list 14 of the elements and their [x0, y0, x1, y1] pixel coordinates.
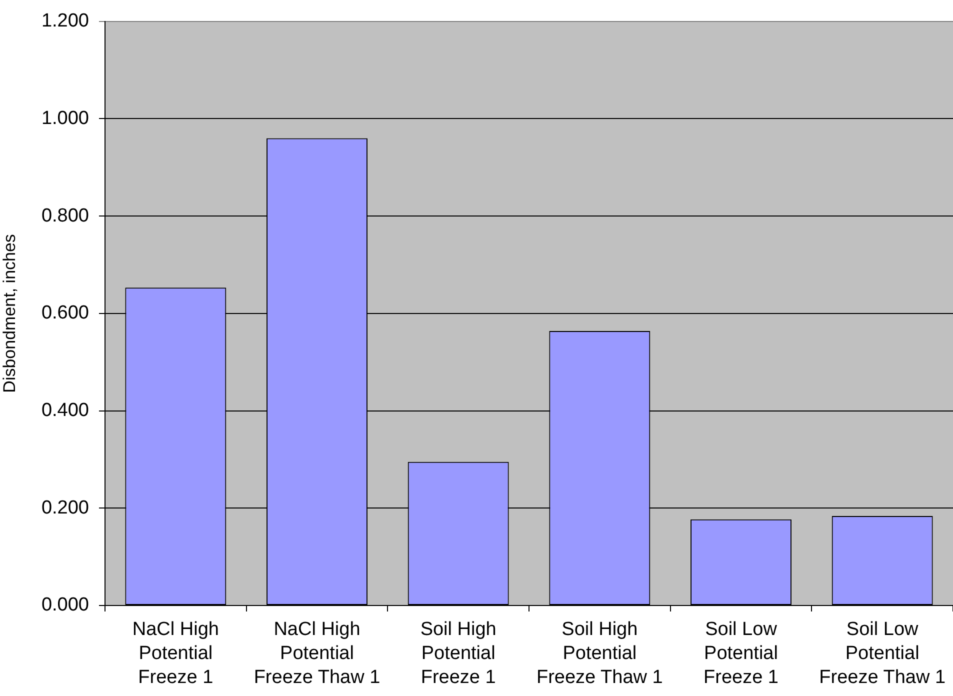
- y-tick-label: 0.200: [41, 497, 89, 518]
- x-tick-label: NaCl High Potential Freeze Thaw 1: [254, 618, 380, 688]
- y-tick-label: 0.800: [41, 205, 89, 226]
- x-tick-label: NaCl High Potential Freeze 1: [132, 618, 219, 688]
- y-axis-title: Disbondment, inches: [0, 234, 19, 393]
- x-tick-label: Soil Low Potential Freeze Thaw 1: [819, 618, 946, 688]
- x-tick-label: Soil High Potential Freeze Thaw 1: [536, 618, 663, 688]
- x-tick-label: Soil High Potential Freeze 1: [420, 618, 496, 688]
- y-tick-label: 0.400: [41, 400, 89, 422]
- y-tick-label: 1.000: [41, 108, 89, 129]
- y-tick-label: 0.000: [41, 594, 89, 616]
- y-tick-label: 1.200: [41, 10, 89, 32]
- x-tick-label: Soil Low Potential Freeze 1: [704, 618, 778, 688]
- y-tick-label: 0.600: [41, 302, 89, 324]
